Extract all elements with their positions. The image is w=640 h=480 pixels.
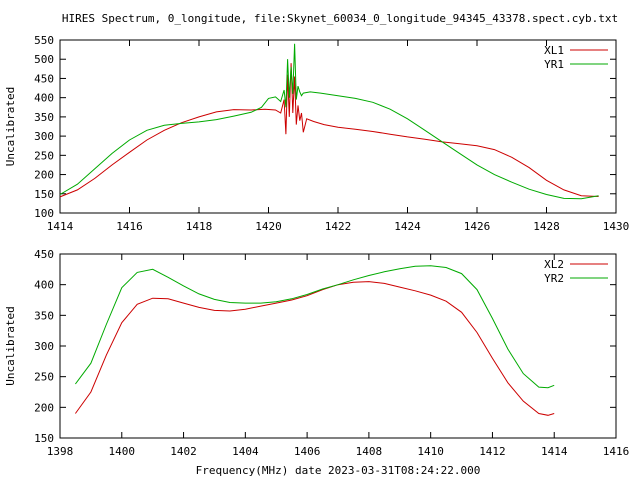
- y-tick-label: 400: [34, 92, 54, 105]
- y-tick-label: 250: [34, 371, 54, 384]
- x-tick-label: 1422: [325, 220, 352, 233]
- series-line-yr1: [59, 43, 599, 200]
- top-panel: 100 150 200 250 300 350 400 450 500 550 1414 1416 14…: [4, 34, 629, 233]
- series-line-yr2: [74, 265, 555, 389]
- y-tick-label: 300: [34, 340, 54, 353]
- y-tick-label: 350: [34, 111, 54, 124]
- x-tick-label: 1430: [603, 220, 630, 233]
- x-axis-label: Frequency(MHz) date 2023-03-31T08:24:22.…: [196, 464, 481, 477]
- x-tick-label: 1414: [541, 445, 568, 458]
- x-tick-label: 1416: [116, 220, 143, 233]
- y-axis-label: Uncalibrated: [4, 306, 17, 385]
- x-tick-label: 1408: [356, 445, 383, 458]
- x-tick-label: 1404: [232, 445, 259, 458]
- plot-frame: [59, 253, 617, 439]
- y-tick-label: 200: [34, 169, 54, 182]
- plot-frame: [59, 39, 617, 214]
- x-tick-label: 1410: [417, 445, 444, 458]
- y-tick-label: 350: [34, 309, 54, 322]
- y-tick-label: 200: [34, 401, 54, 414]
- y-tick-label: 450: [34, 248, 54, 261]
- x-tick-label: 1418: [186, 220, 213, 233]
- y-tick-label: 400: [34, 279, 54, 292]
- x-tick-label: 1428: [533, 220, 560, 233]
- x-tick-label: 1420: [255, 220, 282, 233]
- x-tick-label: 1426: [464, 220, 491, 233]
- y-tick-label: 550: [34, 34, 54, 47]
- legend-label-xl2: XL2: [544, 258, 564, 271]
- y-tick-label: 150: [34, 432, 54, 445]
- x-tick-label: 1416: [603, 445, 630, 458]
- x-tick-label: 1414: [47, 220, 74, 233]
- bottom-panel: 150 200 250 300 350 400 450 1398 1400 1402 1404 140…: [4, 248, 629, 458]
- y-tick-label: 250: [34, 149, 54, 162]
- y-axis-label: Uncalibrated: [4, 87, 17, 166]
- y-tick-label: 300: [34, 130, 54, 143]
- series-line-xl2: [74, 281, 555, 416]
- legend-label-yr2: YR2: [544, 272, 564, 285]
- series-line-xl1: [59, 63, 599, 198]
- x-tick-label: 1400: [109, 445, 136, 458]
- legend-label-yr1: YR1: [544, 58, 564, 71]
- x-tick-label: 1406: [294, 445, 321, 458]
- y-tick-label: 450: [34, 72, 54, 85]
- x-tick-label: 1424: [394, 220, 421, 233]
- x-tick-label: 1412: [479, 445, 506, 458]
- chart-title: HIRES Spectrum, 0_longitude, file:Skynet…: [62, 12, 618, 25]
- y-tick-label: 150: [34, 188, 54, 201]
- y-tick-label: 100: [34, 207, 54, 220]
- x-tick-label: 1402: [170, 445, 197, 458]
- x-tick-label: 1398: [47, 445, 74, 458]
- y-tick-label: 500: [34, 53, 54, 66]
- legend-label-xl1: XL1: [544, 44, 564, 57]
